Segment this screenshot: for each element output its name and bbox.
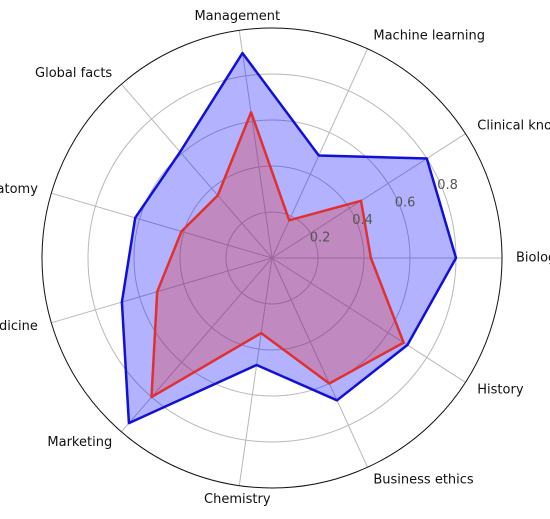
grid-spoke <box>121 83 273 259</box>
category-label: Management <box>194 9 280 24</box>
category-label: Marketing <box>47 435 112 450</box>
grid-spoke <box>51 257 273 324</box>
r-tick-label: 0.6 <box>395 195 416 210</box>
r-tick-label: 0.8 <box>437 178 458 193</box>
grid-spoke <box>271 48 369 259</box>
grid-spoke <box>121 257 273 433</box>
category-label: Business ethics <box>373 472 474 487</box>
category-label: Machine learning <box>373 29 485 44</box>
r-tick-label: 0.2 <box>310 231 331 246</box>
category-label: History <box>477 382 524 397</box>
category-label: Chemistry <box>204 492 271 507</box>
grid-spoke <box>51 192 273 259</box>
grid-spoke <box>271 257 466 383</box>
category-label: Medicine <box>0 319 38 334</box>
category-label: Clinical knowledge <box>477 119 550 134</box>
category-label: Global facts <box>35 66 112 81</box>
outer-frame <box>41 27 503 489</box>
grid-spoke <box>238 30 273 259</box>
category-label: Anatomy <box>0 182 38 197</box>
grid-spoke <box>238 257 273 486</box>
grid-spoke <box>271 133 466 259</box>
r-tick-label: 0.4 <box>352 213 373 228</box>
grid-spoke <box>271 257 369 468</box>
category-label: Biology <box>516 251 550 266</box>
series-area <box>120 51 458 425</box>
series-area <box>150 111 405 399</box>
